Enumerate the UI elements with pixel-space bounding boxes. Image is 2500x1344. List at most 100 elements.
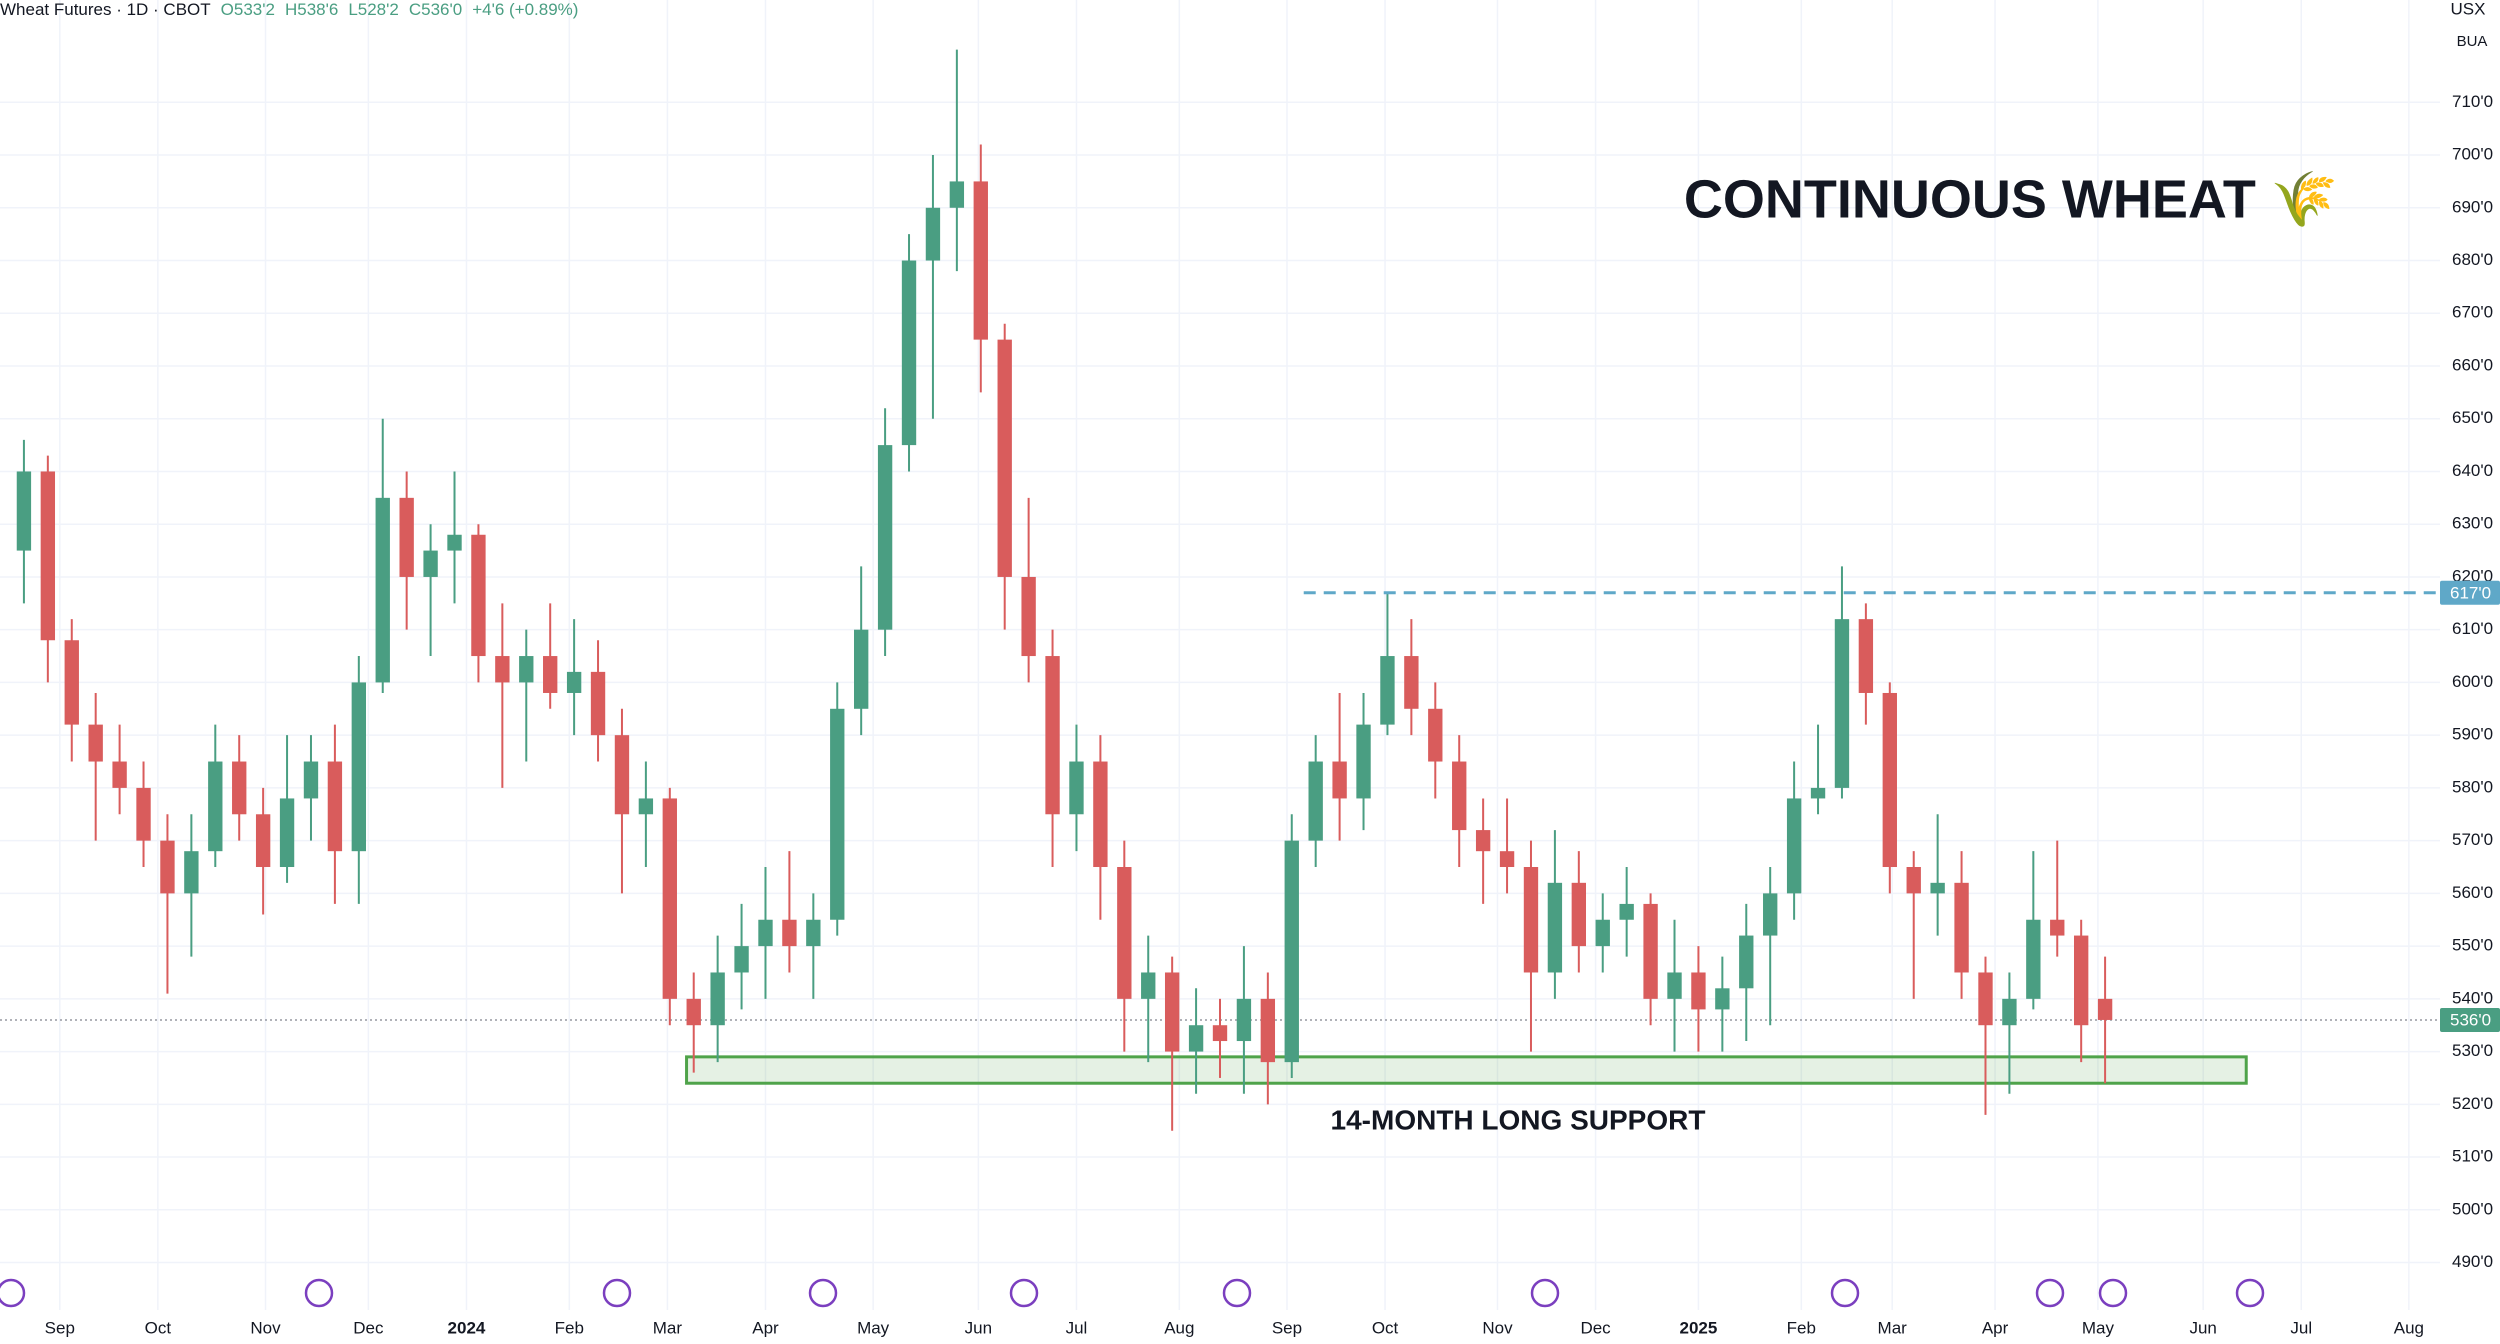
y-tick-label: 660'0 <box>2452 355 2493 374</box>
x-tick-label: Jul <box>2290 1318 2312 1337</box>
candle-body <box>1141 972 1156 999</box>
candle-body <box>303 761 319 799</box>
x-tick-label: Feb <box>1787 1318 1816 1337</box>
candle-body <box>1260 998 1276 1063</box>
event-icon[interactable] <box>2035 1278 2065 1308</box>
y-tick-label: 690'0 <box>2452 197 2493 216</box>
candle-body <box>1595 919 1610 947</box>
y-tick-label: 500'0 <box>2452 1199 2493 1218</box>
y-tick-label: 700'0 <box>2452 145 2493 164</box>
x-tick-label: Dec <box>353 1318 384 1337</box>
ohlc: L528'2 <box>348 0 399 19</box>
candle-body <box>1308 761 1323 841</box>
candle-body <box>973 181 988 340</box>
event-icon[interactable] <box>1830 1278 1860 1308</box>
x-tick-label: Sep <box>1272 1318 1302 1337</box>
candle-body <box>160 840 175 894</box>
y-tick-label: 580'0 <box>2452 777 2493 796</box>
price-badge-label: 536'0 <box>2450 1010 2491 1029</box>
event-icon[interactable] <box>2235 1278 2265 1308</box>
event-icon[interactable] <box>1009 1278 1039 1308</box>
candle-body <box>1643 903 1658 999</box>
axis-badge: USX <box>2451 0 2486 18</box>
candle-body <box>1858 619 1874 693</box>
ohlc: O533'2 <box>220 0 275 19</box>
candle-body <box>423 550 438 577</box>
candle-body <box>1428 708 1443 762</box>
y-tick-label: 680'0 <box>2452 250 2493 269</box>
candle-body <box>232 761 247 815</box>
ohlc: H538'6 <box>284 0 339 19</box>
chart-title: CONTINUOUS WHEAT 🌾 <box>1684 169 2338 229</box>
annotation: 14-MONTH LONG SUPPORT <box>1331 1104 1706 1135</box>
candle-body <box>184 851 199 894</box>
candle-body <box>2002 998 2017 1026</box>
candle-body <box>877 445 893 630</box>
ohlc: C536'0 <box>408 0 463 19</box>
candle-body <box>686 998 701 1026</box>
event-icon[interactable] <box>1530 1278 1560 1308</box>
event-icon[interactable] <box>2098 1278 2128 1308</box>
candle-body <box>1164 972 1180 1052</box>
y-tick-label: 520'0 <box>2452 1094 2493 1113</box>
candle-body <box>495 656 510 683</box>
x-tick-label: Dec <box>1580 1318 1611 1337</box>
candle-body <box>375 497 390 683</box>
event-icon[interactable] <box>304 1278 334 1308</box>
x-tick-label: 2025 <box>1680 1318 1718 1337</box>
x-tick-label: May <box>2082 1318 2115 1337</box>
candle-body <box>2050 919 2065 936</box>
event-icons <box>0 1278 2265 1308</box>
candle-body <box>638 798 654 815</box>
x-tick-label: Sep <box>45 1318 75 1337</box>
candle-body <box>208 761 223 852</box>
candle-body <box>590 671 606 736</box>
x-tick-label: Jul <box>1066 1318 1088 1337</box>
y-tick-label: 600'0 <box>2452 672 2493 691</box>
price-badge <box>2440 580 2500 605</box>
y-tick-label: 650'0 <box>2452 408 2493 427</box>
y-tick-label: 610'0 <box>2452 619 2493 638</box>
candle-body <box>327 761 343 852</box>
x-tick-label: Aug <box>1164 1318 1194 1337</box>
candle-body <box>614 735 630 815</box>
x-tick-label: 2024 <box>448 1318 486 1337</box>
event-icon[interactable] <box>1222 1278 1252 1308</box>
price-badge-label: 617'0 <box>2450 583 2491 602</box>
event-icon[interactable] <box>808 1278 838 1308</box>
x-tick-label: Oct <box>1372 1318 1399 1337</box>
candle-body <box>901 260 917 446</box>
candle-body <box>997 339 1012 577</box>
x-tick-label: Apr <box>1982 1318 2009 1337</box>
candle-body <box>1069 761 1084 815</box>
candle-body <box>1715 988 1730 1010</box>
support-zone <box>685 1055 2248 1085</box>
x-tick-label: Nov <box>250 1318 281 1337</box>
candle-body <box>1093 761 1108 868</box>
candle-body <box>1571 882 1586 947</box>
candle-body <box>1906 867 1921 894</box>
x-tick-label: Nov <box>1482 1318 1513 1337</box>
change: +4'6 (+0.89%) <box>472 0 579 19</box>
candle-body <box>1619 903 1634 920</box>
x-tick-label: Mar <box>1878 1318 1908 1337</box>
candle-body <box>1763 893 1778 936</box>
candle-body <box>88 724 103 762</box>
y-tick-label: 570'0 <box>2452 830 2493 849</box>
event-icon[interactable] <box>0 1278 26 1308</box>
header: Wheat Futures · 1D · CBOT O533'2 H538'6 L52… <box>0 0 578 20</box>
y-tick-label: 590'0 <box>2452 725 2493 744</box>
candle-body <box>1475 830 1491 852</box>
candle-body <box>279 798 295 868</box>
candle-body <box>1523 867 1539 973</box>
y-tick-label: 640'0 <box>2452 461 2493 480</box>
candle-body <box>854 629 869 709</box>
candle-body <box>112 761 127 788</box>
candle-body <box>1882 692 1897 868</box>
candle-body <box>1045 656 1060 815</box>
candle-body <box>1786 798 1802 894</box>
candle-body <box>64 640 79 725</box>
candle-body <box>255 814 271 868</box>
event-icon[interactable] <box>602 1278 632 1308</box>
